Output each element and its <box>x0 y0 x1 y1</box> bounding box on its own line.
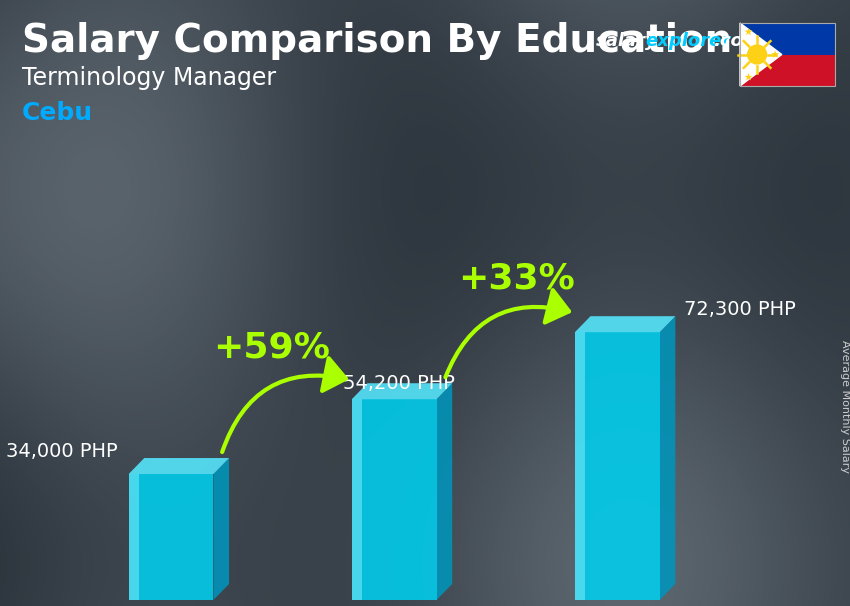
Text: Average Monthly Salary: Average Monthly Salary <box>840 339 850 473</box>
Polygon shape <box>660 316 675 600</box>
Text: 54,200 PHP: 54,200 PHP <box>343 373 455 393</box>
Polygon shape <box>575 316 675 332</box>
FancyBboxPatch shape <box>740 55 835 86</box>
Text: +33%: +33% <box>458 262 575 296</box>
Text: +59%: +59% <box>213 330 330 364</box>
Polygon shape <box>128 458 229 474</box>
Text: 34,000 PHP: 34,000 PHP <box>6 442 117 461</box>
Polygon shape <box>128 474 139 600</box>
FancyBboxPatch shape <box>740 23 835 55</box>
Polygon shape <box>352 399 362 600</box>
Polygon shape <box>771 50 779 58</box>
Polygon shape <box>575 332 660 600</box>
Polygon shape <box>352 383 452 399</box>
Text: 72,300 PHP: 72,300 PHP <box>684 300 796 319</box>
Text: .com: .com <box>713 32 762 50</box>
FancyArrowPatch shape <box>445 290 569 378</box>
Polygon shape <box>352 399 437 600</box>
Polygon shape <box>128 474 213 600</box>
Circle shape <box>748 45 767 64</box>
Polygon shape <box>437 383 452 600</box>
Polygon shape <box>745 28 752 35</box>
Text: explorer: explorer <box>645 32 730 50</box>
FancyArrowPatch shape <box>222 358 346 452</box>
Text: Terminology Manager: Terminology Manager <box>22 66 276 90</box>
Polygon shape <box>740 23 782 86</box>
Text: Salary Comparison By Education: Salary Comparison By Education <box>22 22 732 60</box>
Polygon shape <box>745 73 752 81</box>
Polygon shape <box>575 332 585 600</box>
Text: salary: salary <box>596 32 658 50</box>
Polygon shape <box>213 458 229 600</box>
Text: Cebu: Cebu <box>22 101 94 125</box>
